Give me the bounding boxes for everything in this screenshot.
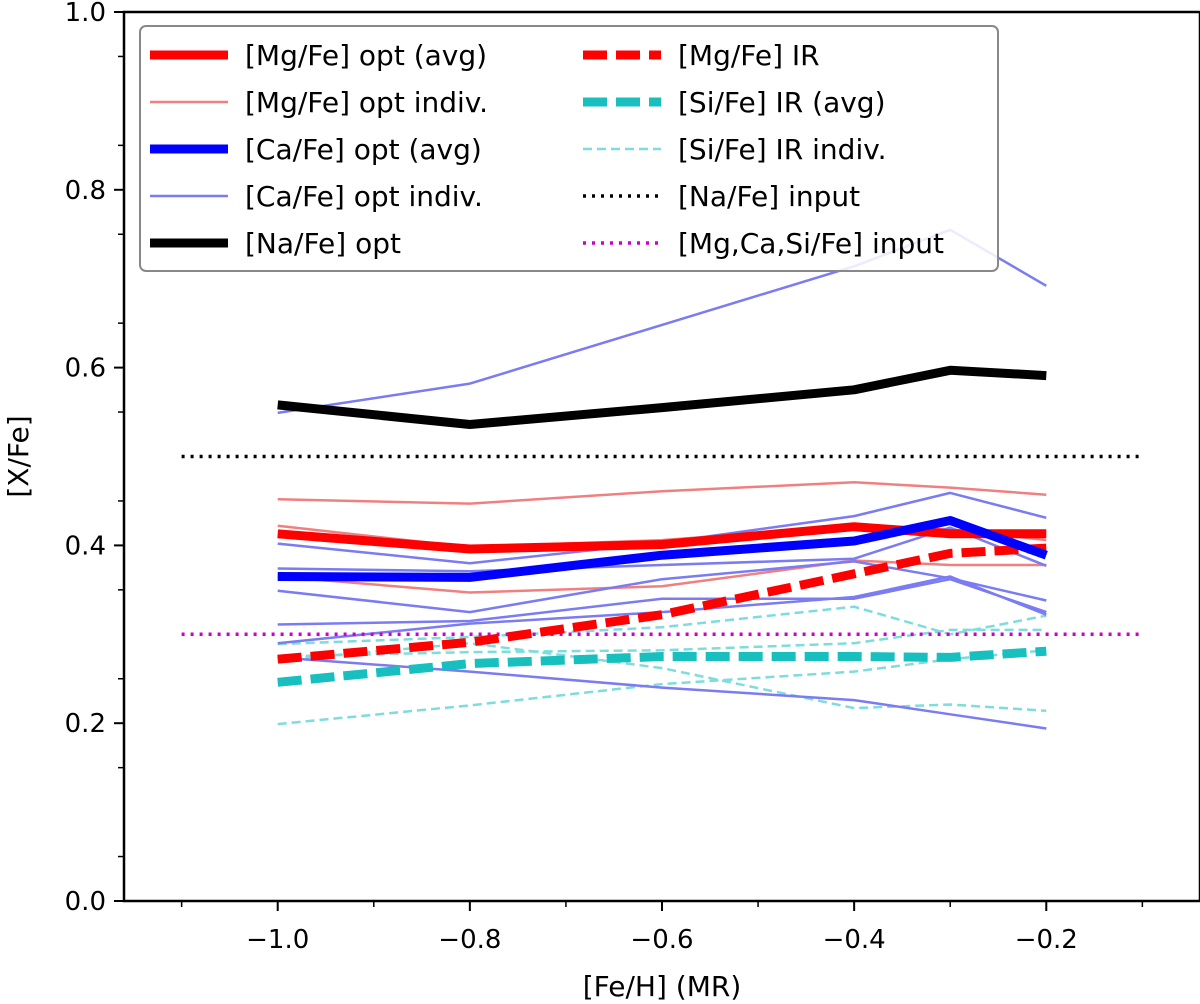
series-line-mg-fe-opt-indiv-1 xyxy=(277,481,1047,505)
series-line-si-fe-ir-indiv-4 xyxy=(277,628,1047,658)
series-line-ca-fe-opt-avg xyxy=(277,516,1048,582)
series-line-si-fe-ir-indiv-2 xyxy=(277,641,1047,713)
x-tick-label: −0.2 xyxy=(1015,925,1078,955)
x-tick-label: −1.0 xyxy=(246,925,309,955)
series-line-ca-fe-opt-indiv-2 xyxy=(277,491,1047,565)
legend-box xyxy=(139,25,999,272)
x-tick-label: −0.4 xyxy=(823,925,886,955)
x-axis-label: [Fe/H] (MR) xyxy=(583,970,742,1003)
y-axis-label: [X/Fe] xyxy=(2,415,35,497)
legend-label-ca-fe-opt-avg: [Ca/Fe] opt (avg) xyxy=(245,133,482,166)
x-tick-label: −0.8 xyxy=(438,925,501,955)
series-line-si-fe-ir-indiv-1 xyxy=(277,605,1047,646)
series-line-ca-fe-opt-indiv-7 xyxy=(277,656,1047,730)
series-line-si-fe-ir-avg xyxy=(277,646,1047,687)
y-tick-label: 1.0 xyxy=(65,0,106,28)
legend-label-si-fe-ir-avg: [Si/Fe] IR (avg) xyxy=(678,86,886,119)
y-tick-label: 0.2 xyxy=(65,709,106,739)
y-tick-label: 0.6 xyxy=(65,354,106,384)
y-tick-label: 0.4 xyxy=(65,531,106,561)
legend-label-ca-fe-opt-indiv: [Ca/Fe] opt indiv. xyxy=(245,180,483,213)
series-line-mg-fe-opt-avg xyxy=(277,522,1047,554)
series-line-mg-fe-opt-indiv-3 xyxy=(277,559,1047,594)
legend: [Mg/Fe] opt (avg) [Mg/Fe] opt indiv. [Ca/F… xyxy=(139,25,999,272)
legend-label-mg-fe-opt-indiv: [Mg/Fe] opt indiv. xyxy=(245,86,488,119)
legend-label-si-fe-ir-indiv: [Si/Fe] IR indiv. xyxy=(678,133,887,166)
y-tick-label: 0.0 xyxy=(65,887,106,917)
x-tick-label: −0.6 xyxy=(630,925,693,955)
series-line-na-fe-opt xyxy=(277,365,1047,429)
legend-label-na-fe-input: [Na/Fe] input xyxy=(678,180,860,213)
legend-label-na-fe-opt: [Na/Fe] opt xyxy=(245,227,401,260)
series-layer xyxy=(181,228,1143,730)
legend-label-mg-fe-opt-avg: [Mg/Fe] opt (avg) xyxy=(245,39,487,72)
series-line-ca-fe-opt-indiv-6 xyxy=(277,575,1047,645)
y-tick-label: 0.8 xyxy=(65,176,106,206)
ticks-layer: −1.0 −0.8 −0.6 −0.4 −0.2 0.0 0.2 0.4 0.6 0.8 1.0 xyxy=(65,0,1144,955)
series-line-mg-fe-ir xyxy=(277,543,1047,664)
legend-label-mg-ca-si-fe-input: [Mg,Ca,Si/Fe] input xyxy=(678,227,944,260)
legend-label-mg-fe-ir: [Mg/Fe] IR xyxy=(678,39,820,72)
series-line-si-fe-ir-indiv-3 xyxy=(277,649,1047,726)
